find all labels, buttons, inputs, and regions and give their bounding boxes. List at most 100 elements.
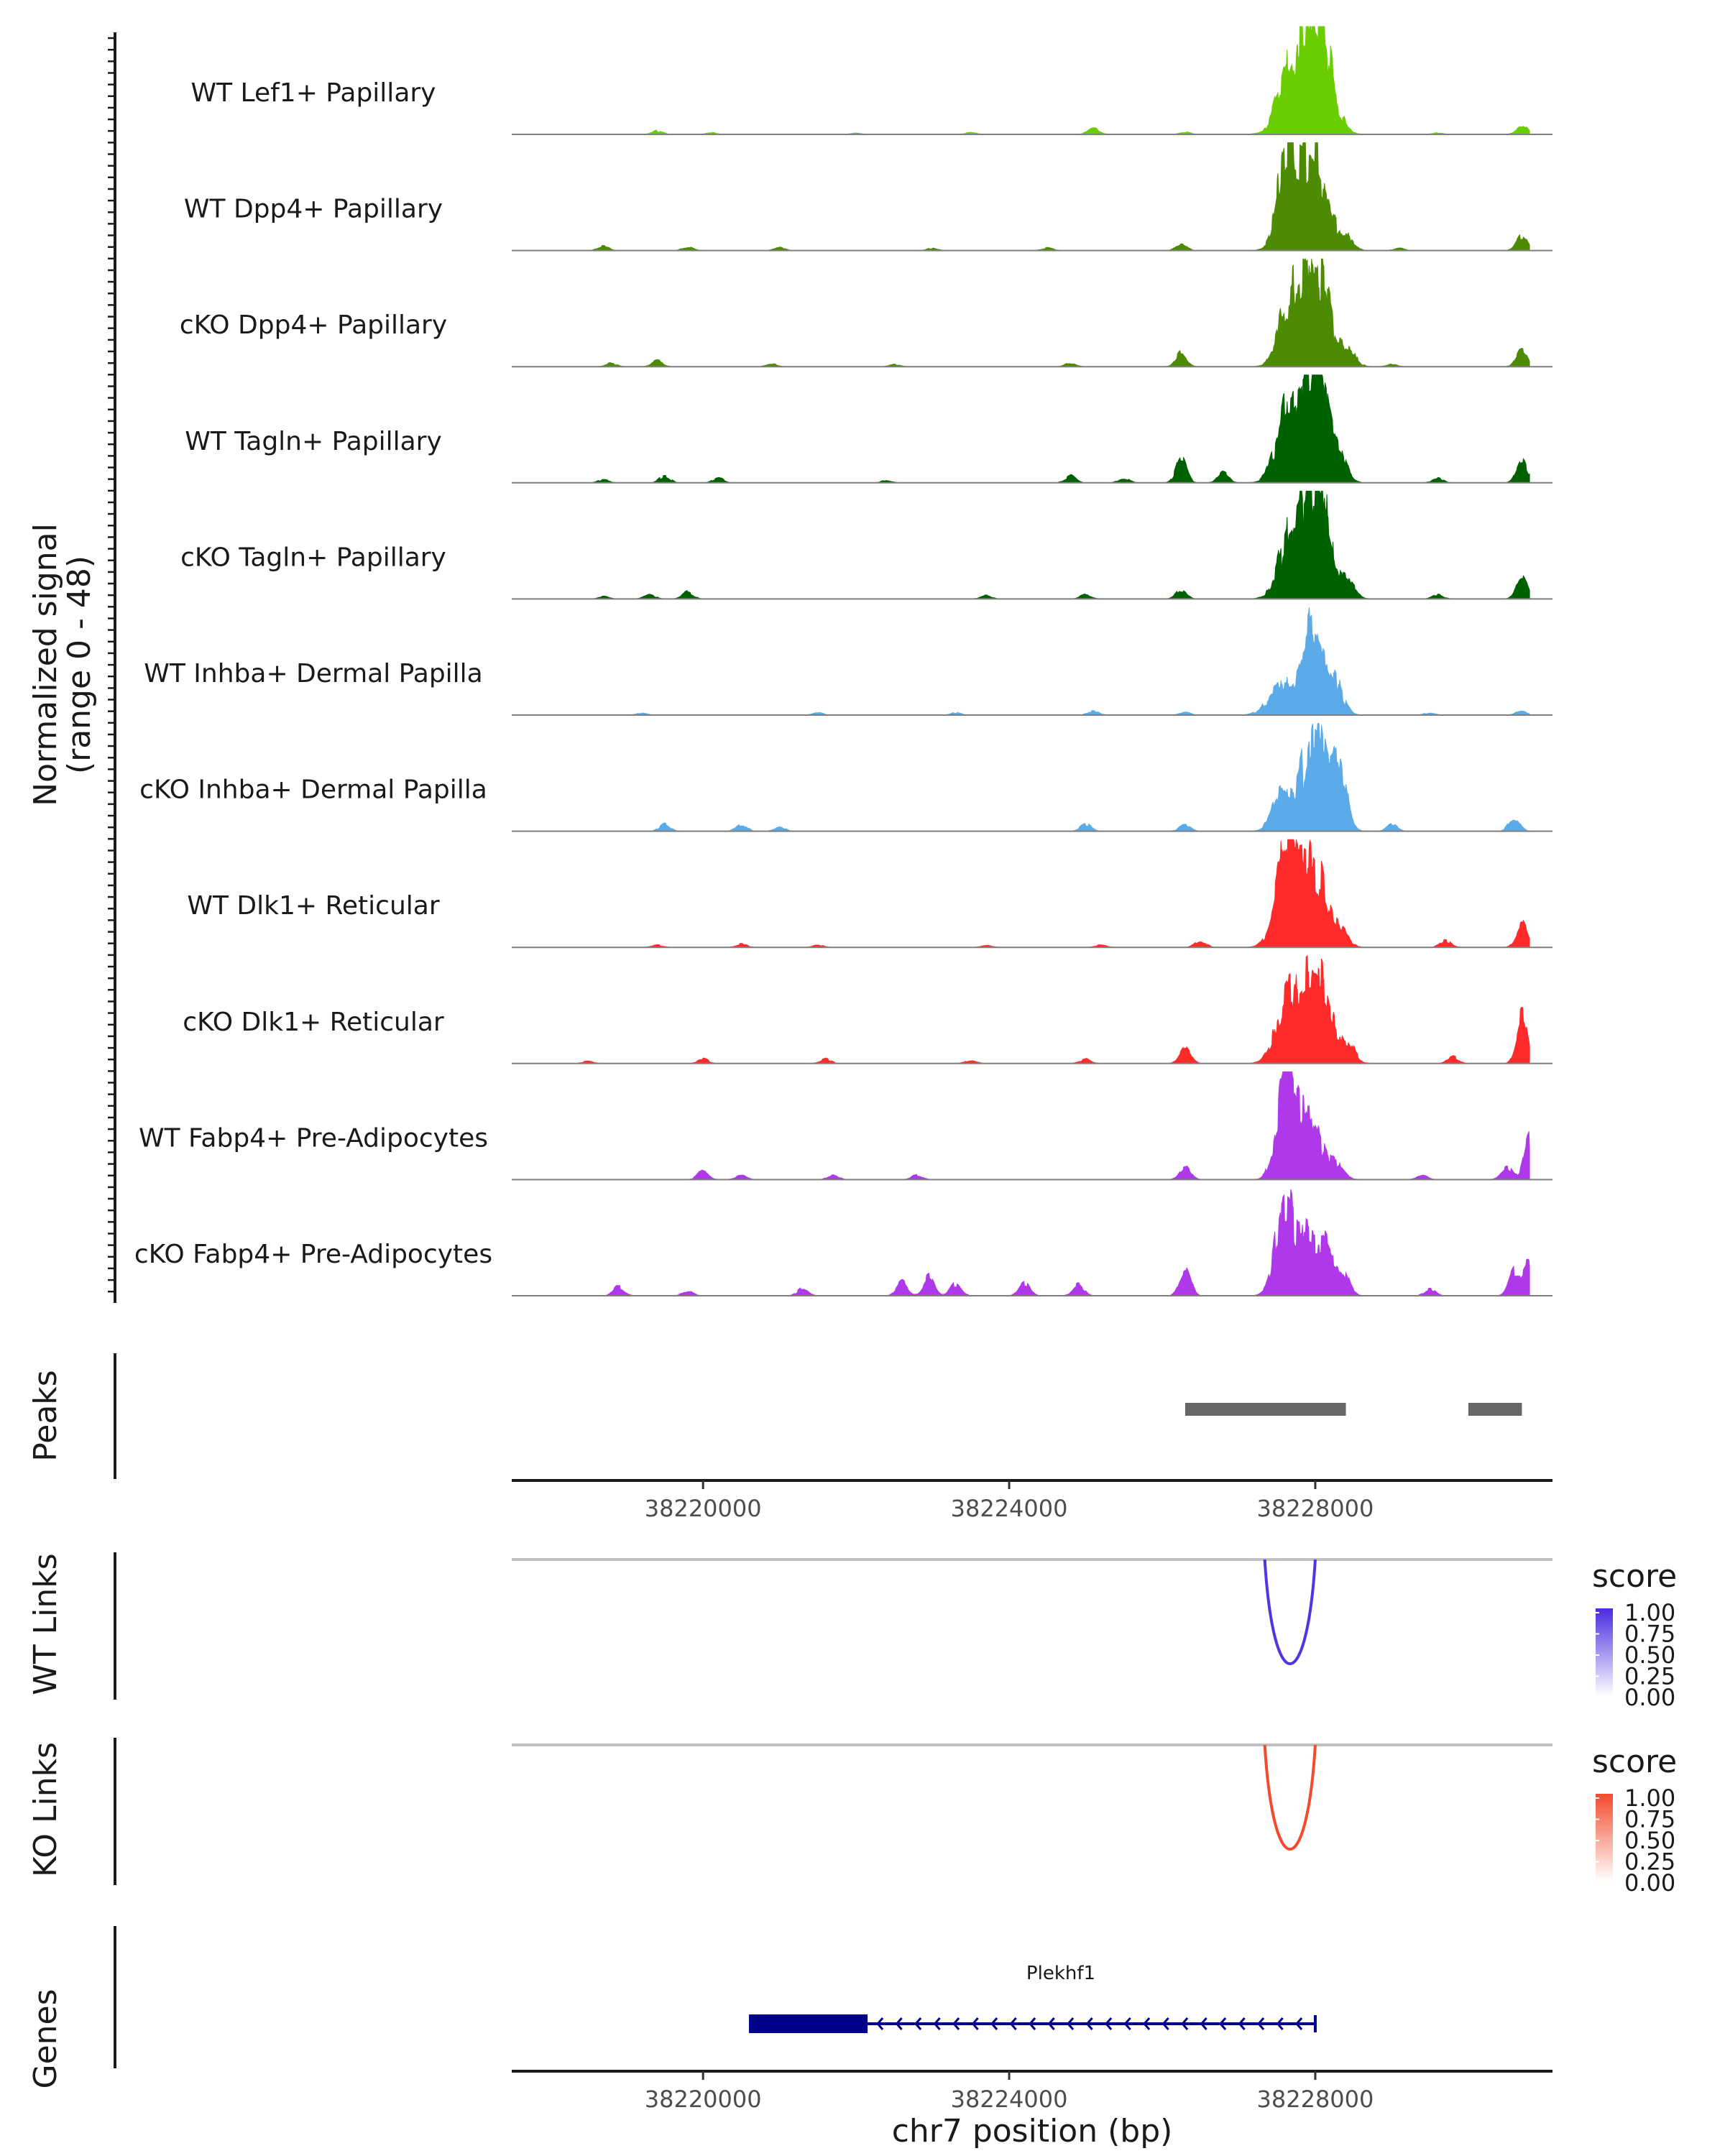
coverage-track: cKO Dpp4+ Papillary	[180, 258, 1552, 368]
legend-colorbar	[1596, 1794, 1613, 1881]
legend-tick-label: 0.50	[1624, 1641, 1675, 1669]
coverage-area	[550, 258, 1530, 367]
coverage-track-label: cKO Tagln+ Papillary	[180, 543, 446, 572]
gene-strand-chevron	[1181, 2017, 1189, 2030]
gene-strand-chevron	[1219, 2017, 1227, 2030]
coverage-track: WT Dlk1+ Reticular	[187, 839, 1552, 949]
gene-exon	[749, 2014, 868, 2033]
peaks-track-label: Peaks	[27, 1370, 64, 1461]
gene-model: Plekhf1	[749, 1963, 1317, 2033]
legend-tick-label: 0.50	[1624, 1827, 1675, 1854]
legend-tick-label: 0.75	[1624, 1621, 1675, 1648]
genes-layer: Plekhf1	[749, 1963, 1317, 2033]
coverage-track: WT Fabp4+ Pre-Adipocytes	[139, 1071, 1552, 1181]
legend-tick-label: 0.00	[1624, 1684, 1675, 1711]
gene-strand-chevron	[1009, 2017, 1017, 2030]
gene-strand-chevron	[952, 2017, 960, 2030]
legend-title: score	[1592, 1743, 1677, 1780]
links-track: KO Links score 1.000.750.500.250.00	[27, 1738, 1677, 1897]
peak-region	[1184, 1403, 1346, 1416]
coverage-track: cKO Inhba+ Dermal Papilla	[139, 723, 1552, 832]
coverage-track: cKO Fabp4+ Pre-Adipocytes	[134, 1189, 1552, 1296]
legend-tick-label: 0.25	[1624, 1848, 1675, 1876]
coverage-area	[550, 490, 1530, 599]
coverage-track-label: cKO Dlk1+ Reticular	[183, 1008, 444, 1037]
coverage-area	[550, 142, 1530, 252]
gene-strand-chevron	[971, 2017, 979, 2030]
coverage-track-label: WT Dpp4+ Papillary	[184, 195, 443, 224]
coverage-track: WT Lef1+ Papillary	[191, 26, 1552, 135]
gene-strand-chevron	[1123, 2017, 1131, 2030]
gene-strand-chevron	[1085, 2017, 1093, 2030]
coverage-track-label: cKO Fabp4+ Pre-Adipocytes	[134, 1240, 492, 1269]
coverage-track: cKO Dlk1+ Reticular	[183, 954, 1552, 1064]
gene-strand-chevron	[876, 2017, 884, 2030]
coverage-ylabel: Normalized signal	[27, 523, 64, 806]
coverage-track: WT Dpp4+ Papillary	[184, 142, 1552, 252]
coverage-area	[550, 26, 1530, 135]
gene-strand-chevron	[1047, 2017, 1055, 2030]
x-axis-tick-label: 38224000	[951, 2086, 1068, 2113]
coverage-y-axis	[108, 32, 116, 1303]
coverage-area	[550, 607, 1530, 716]
coverage-track: cKO Tagln+ Papillary	[180, 490, 1552, 600]
x-axis-tick-label: 38220000	[645, 1495, 762, 1522]
link-arc	[1263, 1744, 1317, 1851]
x-axis-middle: 38220000 38224000 38228000	[512, 1479, 1552, 1522]
legend-tick-label: 1.00	[1624, 1599, 1675, 1626]
coverage-track-label: cKO Inhba+ Dermal Papilla	[139, 775, 487, 805]
coverage-track-label: WT Lef1+ Papillary	[191, 78, 436, 108]
coverage-track-label: WT Dlk1+ Reticular	[187, 891, 439, 921]
legend-tick-label: 0.75	[1624, 1806, 1675, 1833]
genes-track-label: Genes	[27, 1989, 64, 2088]
gene-strand-chevron	[1143, 2017, 1151, 2030]
coverage-ylabel-range: (range 0 - 48)	[61, 556, 98, 774]
gene-strand-chevron	[1029, 2017, 1036, 2030]
coverage-area	[550, 1071, 1530, 1180]
coverage-area	[550, 954, 1530, 1064]
gene-strand-chevron	[1238, 2017, 1246, 2030]
gene-strand-chevron	[933, 2017, 941, 2030]
coverage-track-label: WT Tagln+ Papillary	[185, 427, 442, 456]
coverage-tracks: WT Lef1+ Papillary WT Dpp4+ Papillary cKO …	[134, 26, 1552, 1296]
link-arc	[1263, 1559, 1317, 1665]
x-axis-tick-label: 38228000	[1257, 1495, 1374, 1522]
legend-tick-label: 0.00	[1624, 1869, 1675, 1897]
legend-tick-label: 0.25	[1624, 1663, 1675, 1690]
coverage-track-label: WT Fabp4+ Pre-Adipocytes	[139, 1123, 488, 1153]
links-track: WT Links score 1.000.750.500.250.00	[27, 1552, 1677, 1711]
gene-strand-chevron	[1276, 2017, 1284, 2030]
gene-strand-chevron	[1105, 2017, 1113, 2030]
x-axis-tick-label: 38224000	[951, 1495, 1068, 1522]
gene-strand-chevron	[1067, 2017, 1075, 2030]
links-track-label: WT Links	[27, 1553, 64, 1695]
gene-strand-chevron	[1162, 2017, 1169, 2030]
peak-region	[1468, 1403, 1522, 1416]
coverage-area	[550, 1189, 1530, 1296]
coverage-track-label: WT Inhba+ Dermal Papilla	[144, 659, 482, 688]
coverage-track: WT Tagln+ Papillary	[185, 374, 1552, 484]
gene-strand-chevron	[1257, 2017, 1265, 2030]
x-axis-bottom: 38220000 38224000 38228000	[512, 2070, 1552, 2113]
peaks-regions	[1184, 1403, 1522, 1416]
gene-name: Plekhf1	[1026, 1963, 1095, 1984]
coverage-area	[550, 374, 1530, 484]
gene-strand-chevron	[1200, 2017, 1208, 2030]
x-axis-tick-label: 38228000	[1257, 2086, 1374, 2113]
gene-strand-chevron	[914, 2017, 922, 2030]
coverage-area	[550, 723, 1530, 832]
legend-tick-label: 1.00	[1624, 1784, 1675, 1812]
legend-title: score	[1592, 1558, 1677, 1595]
coverage-area	[550, 839, 1530, 948]
legend-colorbar	[1596, 1608, 1613, 1696]
coverage-track: WT Inhba+ Dermal Papilla	[144, 607, 1552, 716]
x-axis-tick-label: 38220000	[645, 2086, 762, 2113]
gene-strand-chevron	[1295, 2017, 1303, 2030]
coverage-track-label: cKO Dpp4+ Papillary	[180, 310, 447, 340]
gene-strand-chevron	[990, 2017, 998, 2030]
links-track-label: KO Links	[27, 1742, 64, 1877]
gene-strand-chevron	[895, 2017, 903, 2030]
x-axis-title: chr7 position (bp)	[892, 2113, 1173, 2150]
